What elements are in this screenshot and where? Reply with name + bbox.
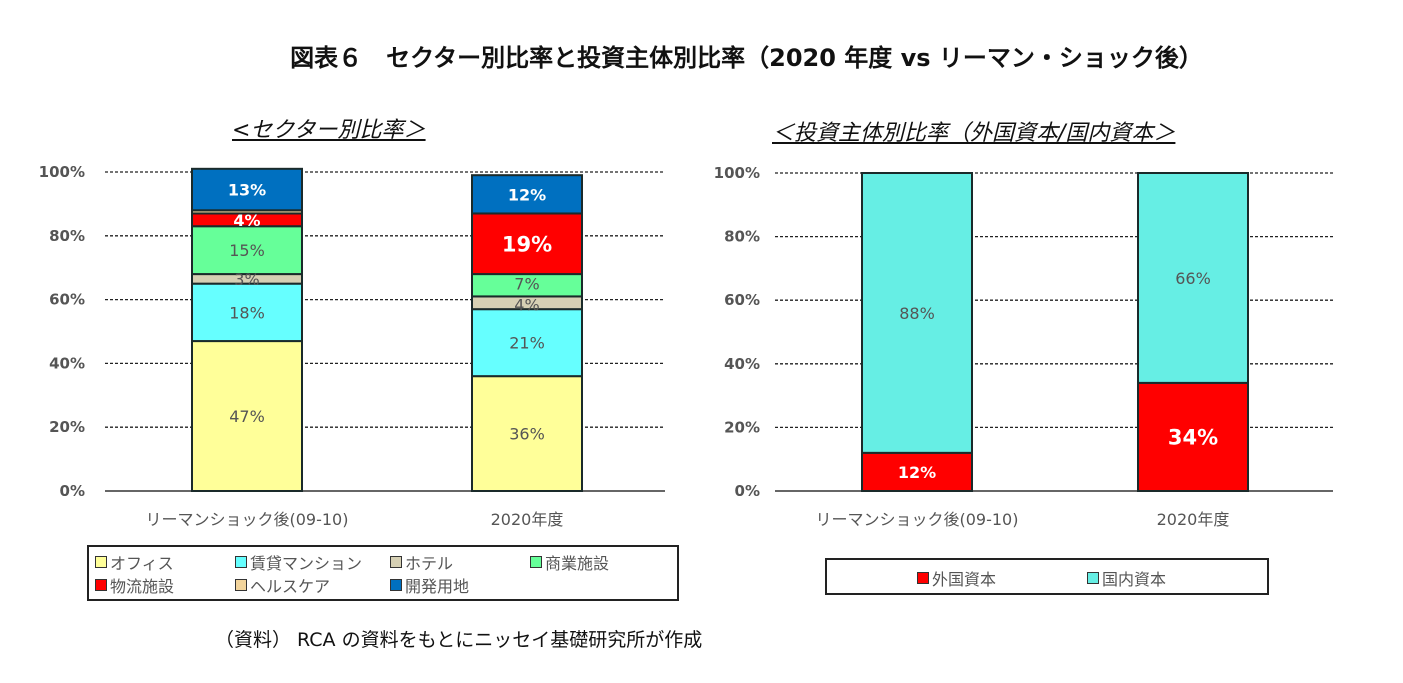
legend-swatch — [917, 572, 929, 584]
y-tick-label: 60% — [49, 291, 85, 309]
y-tick-label: 80% — [724, 228, 760, 246]
bar-segment — [471, 308, 583, 378]
legend-item: 物流施設 — [95, 573, 174, 597]
bar-segment — [471, 174, 583, 215]
legend-label: オフィス — [110, 554, 174, 573]
legend-item: 外国資本 — [917, 566, 996, 590]
x-tick-label: リーマンショック後(09-10) — [146, 510, 349, 529]
data-label: 21% — [509, 334, 545, 353]
bar-segment — [1137, 172, 1249, 384]
x-tick-label: 2020年度 — [1157, 510, 1230, 529]
legend-label: 商業施設 — [545, 554, 610, 573]
y-tick-label: 0% — [735, 482, 760, 500]
y-tick-label: 80% — [49, 227, 85, 245]
data-label: 4% — [514, 295, 539, 314]
data-label: 3% — [234, 270, 259, 289]
right-legend: 外国資本 国内資本 — [825, 558, 1269, 595]
x-tick-label: リーマンショック後(09-10) — [816, 510, 1019, 529]
legend-label: ヘルスケア — [250, 577, 331, 596]
bar-segment — [1137, 381, 1249, 493]
data-label: 13% — [228, 180, 266, 199]
y-tick-label: 20% — [49, 418, 85, 436]
figure-title: 図表６ セクター別比率と投資主体別比率（2020 年度 vs リーマン・ショック… — [290, 44, 1203, 72]
bar-segment — [191, 167, 303, 212]
legend-item: 賃貸マンション — [235, 550, 362, 574]
legend-swatch — [95, 579, 107, 591]
bar-segment — [191, 340, 303, 492]
source-note: （資料） RCA の資料をもとにニッセイ基礎研究所が作成 — [215, 629, 703, 651]
left-legend: オフィス 賃貸マンション ホテル 商業施設物流施設 ヘルスケア 開発用地 — [87, 545, 679, 601]
y-tick-label: 100% — [39, 163, 85, 181]
right-chart-title: ＜投資主体別比率（外国資本/国内資本＞ — [772, 121, 1176, 146]
data-label: 7% — [514, 274, 539, 293]
legend-swatch — [390, 556, 402, 568]
legend-label: 賃貸マンション — [250, 554, 363, 573]
bar-segment — [191, 225, 303, 276]
legend-swatch — [1087, 572, 1099, 584]
x-tick-label: 2020年度 — [491, 510, 564, 529]
legend-item: 商業施設 — [530, 550, 609, 574]
y-tick-label: 40% — [49, 354, 85, 372]
legend-label: 国内資本 — [1102, 570, 1167, 589]
legend-swatch — [235, 579, 247, 591]
y-tick-label: 100% — [714, 164, 760, 182]
legend-item: オフィス — [95, 550, 174, 574]
y-tick-label: 20% — [724, 418, 760, 436]
left-chart-title: <セクター別比率＞ — [232, 118, 426, 143]
legend-label: 物流施設 — [110, 577, 175, 596]
data-label: 19% — [502, 233, 552, 257]
legend-label: 開発用地 — [405, 577, 470, 596]
data-label: 36% — [509, 425, 545, 444]
legend-label: ホテル — [405, 554, 454, 573]
legend-swatch — [235, 556, 247, 568]
legend-item: 開発用地 — [390, 573, 469, 597]
y-tick-label: 40% — [724, 355, 760, 373]
legend-swatch — [530, 556, 542, 568]
data-label: 4% — [233, 211, 260, 230]
y-tick-label: 60% — [724, 291, 760, 309]
bar-segment — [861, 172, 973, 454]
y-tick-label: 0% — [60, 482, 85, 500]
data-label: 47% — [229, 407, 265, 426]
data-label: 66% — [1175, 269, 1211, 288]
legend-item: ホテル — [390, 550, 453, 574]
legend-item: ヘルスケア — [235, 573, 330, 597]
legend-swatch — [390, 579, 402, 591]
data-label: 12% — [508, 185, 546, 204]
data-label: 88% — [899, 304, 935, 323]
bar-segment — [471, 375, 583, 492]
data-label: 15% — [229, 241, 265, 260]
legend-label: 外国資本 — [932, 570, 997, 589]
bar-segment — [471, 212, 583, 276]
legend-item: 国内資本 — [1087, 566, 1166, 590]
legend-swatch — [95, 556, 107, 568]
data-label: 12% — [898, 463, 936, 482]
data-label: 18% — [229, 303, 265, 322]
data-label: 34% — [1168, 426, 1218, 450]
bar-segment — [191, 282, 303, 343]
